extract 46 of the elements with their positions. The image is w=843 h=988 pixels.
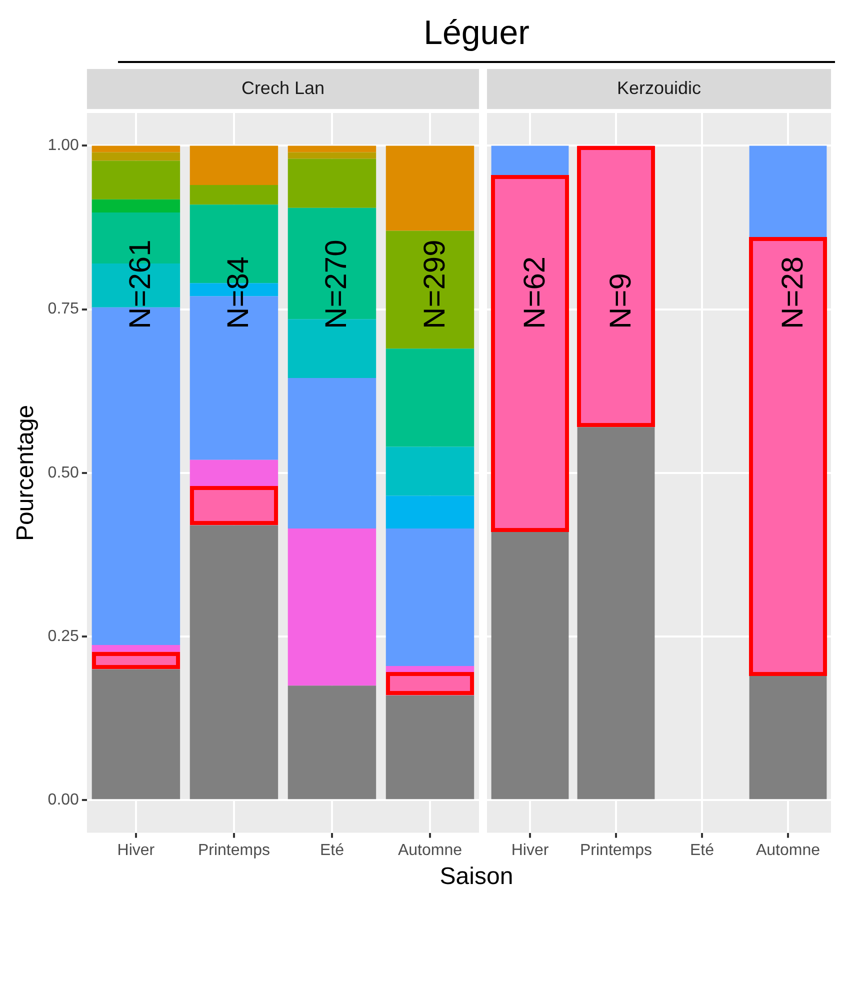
annotation: N=270 [320, 240, 354, 329]
x-tick-label: Printemps [580, 842, 652, 859]
x-tick-label: Automne [398, 842, 462, 859]
bar [386, 496, 474, 529]
annotation: N=9 [604, 273, 638, 329]
chart-subtitle: Kerzouidic [616, 78, 702, 98]
y-tick-label: 1.00 [48, 137, 80, 154]
bar [190, 146, 278, 185]
y-tick-label: 0.75 [48, 300, 80, 318]
y-tick-label: 0.50 [48, 464, 80, 482]
x-tick-label: Eté [690, 842, 714, 859]
annotation: N=261 [124, 240, 158, 329]
x-tick-label: Hiver [117, 842, 156, 859]
y-tick-label: 0.00 [48, 791, 80, 808]
bar [92, 199, 180, 212]
bar [288, 378, 376, 529]
bar [386, 146, 474, 231]
annotation: N=299 [418, 240, 452, 329]
y-tick-label: 0.25 [48, 628, 80, 645]
bar [190, 184, 278, 205]
bar [386, 528, 474, 666]
chart-subtitle: Crech Lan [241, 78, 324, 98]
annotation: N=84 [222, 256, 256, 329]
bar [491, 146, 569, 176]
bar [288, 152, 376, 159]
bar [92, 152, 180, 161]
x-tick-label: Hiver [511, 842, 550, 859]
bar [288, 158, 376, 208]
bar [749, 676, 827, 800]
bar [92, 160, 180, 200]
x-tick-label: Automne [756, 842, 820, 859]
chart-title: Léguer [118, 8, 835, 63]
x-tick-label: Eté [320, 842, 344, 859]
annotation: N=62 [518, 256, 552, 329]
x-tick-label: Printemps [198, 842, 270, 859]
bar [92, 146, 180, 152]
y-axis-title: Pourcentage [12, 404, 40, 541]
x-axis-title: Saison [438, 863, 514, 891]
bar [749, 146, 827, 238]
bar [386, 348, 474, 447]
annotation: N=28 [776, 256, 810, 329]
bar [386, 446, 474, 496]
bar [288, 528, 376, 686]
bar [386, 230, 474, 349]
bar [288, 686, 376, 800]
bar [288, 146, 376, 152]
